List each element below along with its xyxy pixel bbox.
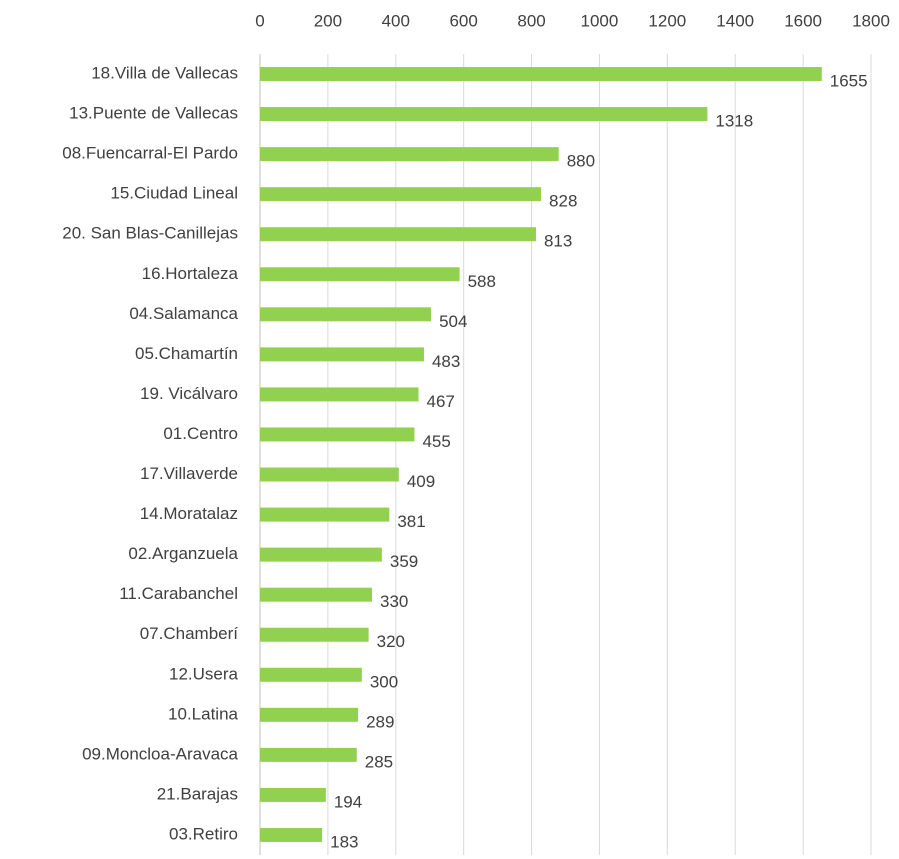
bar [260, 587, 373, 602]
y-tick-label: 18.Villa de Vallecas [91, 64, 238, 83]
bar [260, 707, 359, 722]
bar [260, 67, 822, 82]
bar [260, 507, 390, 522]
y-tick-label: 19. Vicálvaro [140, 384, 238, 403]
y-tick-label: 02.Arganzuela [128, 544, 238, 563]
bar [260, 227, 536, 242]
y-tick-label: 17.Villaverde [140, 464, 238, 483]
y-tick-label: 20. San Blas-Canillejas [62, 224, 238, 243]
data-label: 409 [407, 472, 435, 491]
bar [260, 147, 559, 162]
bar [260, 747, 357, 762]
bar [260, 467, 399, 482]
bar [260, 827, 323, 842]
bar [260, 667, 362, 682]
bar [260, 627, 369, 642]
y-tick-label: 13.Puente de Vallecas [69, 104, 238, 123]
data-label: 330 [380, 592, 408, 611]
data-label: 455 [422, 432, 450, 451]
y-tick-label: 01.Centro [163, 424, 238, 443]
data-label: 588 [468, 272, 496, 291]
x-tick-label: 800 [517, 11, 545, 30]
data-label: 828 [549, 192, 577, 211]
x-tick-label: 1400 [716, 11, 754, 30]
data-label: 483 [432, 352, 460, 371]
data-label: 320 [377, 632, 405, 651]
data-label: 1318 [715, 112, 753, 131]
data-label: 880 [567, 152, 595, 171]
x-tick-label: 1600 [784, 11, 822, 30]
y-tick-label: 16.Hortaleza [142, 264, 239, 283]
bar [260, 787, 326, 802]
y-tick-label: 08.Fuencarral-El Pardo [62, 144, 238, 163]
y-tick-label: 05.Chamartín [135, 344, 238, 363]
data-label: 359 [390, 552, 418, 571]
data-label: 813 [544, 232, 572, 251]
x-tick-label: 400 [382, 11, 410, 30]
bar [260, 107, 708, 122]
y-tick-label: 15.Ciudad Lineal [110, 184, 238, 203]
x-tick-label: 1000 [581, 11, 619, 30]
y-tick-label: 14.Moratalaz [140, 504, 238, 523]
data-label: 285 [365, 752, 393, 771]
data-label: 504 [439, 312, 467, 331]
data-label: 381 [397, 512, 425, 531]
y-tick-label: 10.Latina [168, 704, 238, 723]
bar [260, 547, 382, 562]
bar [260, 427, 415, 442]
x-tick-label: 1200 [648, 11, 686, 30]
x-tick-label: 0 [255, 11, 264, 30]
data-label: 194 [334, 792, 362, 811]
x-tick-label: 200 [314, 11, 342, 30]
y-tick-label: 09.Moncloa-Aravaca [82, 744, 238, 763]
y-tick-label: 07.Chamberí [140, 624, 239, 643]
bar [260, 187, 542, 202]
x-tick-label: 1800 [852, 11, 890, 30]
data-label: 300 [370, 672, 398, 691]
data-label: 289 [366, 712, 394, 731]
data-label: 183 [330, 832, 358, 851]
y-tick-label: 12.Usera [169, 664, 239, 683]
bar [260, 267, 460, 282]
y-tick-label: 03.Retiro [169, 824, 238, 843]
bar [260, 347, 424, 362]
y-tick-label: 21.Barajas [157, 784, 238, 803]
y-tick-label: 04.Salamanca [129, 304, 238, 323]
bar [260, 307, 432, 322]
bar [260, 387, 419, 402]
data-label: 1655 [830, 72, 868, 91]
y-tick-label: 11.Carabanchel [119, 584, 238, 603]
data-label: 467 [427, 392, 455, 411]
x-tick-label: 600 [449, 11, 477, 30]
